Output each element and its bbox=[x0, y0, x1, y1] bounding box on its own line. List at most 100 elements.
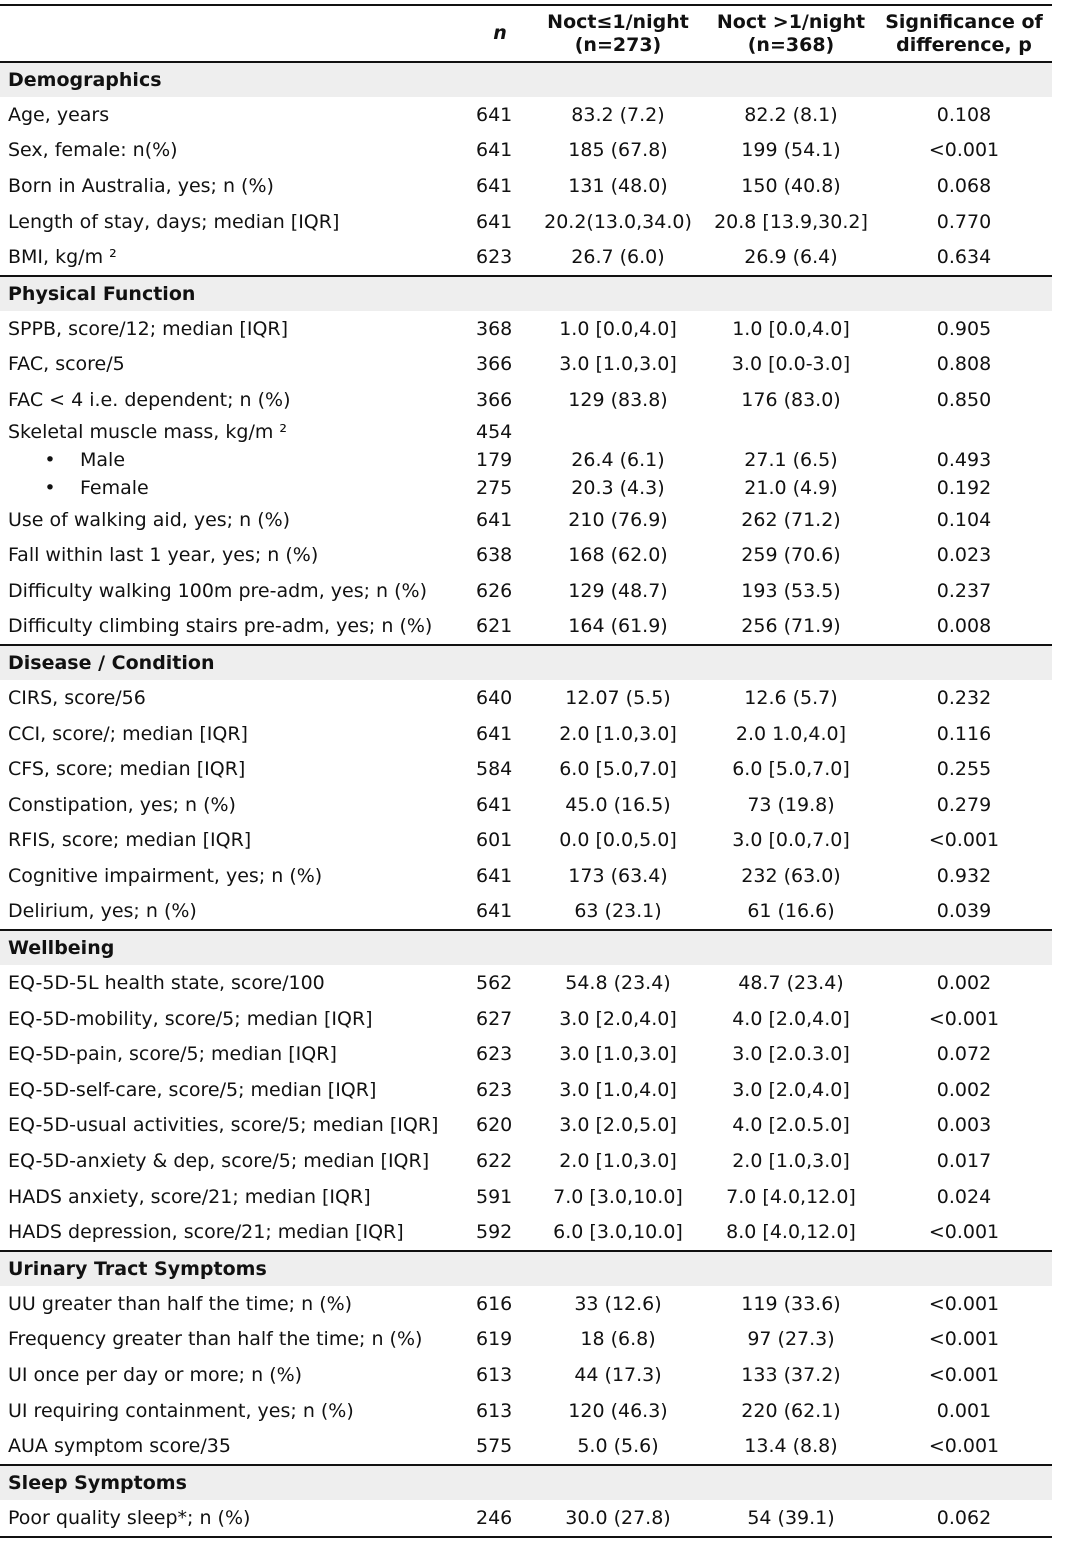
cell-noct-gt1: 119 (33.6) bbox=[741, 1292, 841, 1315]
table-row: EQ-5D-pain, score/5; median [IQR] 623 3.0 … bbox=[0, 1036, 1052, 1072]
cell-n: 613 bbox=[476, 1399, 513, 1422]
cell-noct-le1: 3.0 [2.0,4.0] bbox=[559, 1007, 677, 1030]
cell-noct-le1: 1.0 [0.0,4.0] bbox=[559, 317, 677, 340]
table-row: Difficulty climbing stairs pre-adm, yes;… bbox=[0, 609, 1052, 646]
cell-p-value bbox=[876, 418, 1052, 446]
cell-noct-le1: 164 (61.9) bbox=[568, 615, 668, 638]
cell-n: 641 bbox=[476, 722, 513, 745]
cell-p-value: 0.634 bbox=[936, 246, 992, 269]
cell-p-value: 0.002 bbox=[936, 972, 992, 995]
section-title: Physical Function bbox=[0, 274, 1052, 311]
cell-n: 616 bbox=[476, 1292, 513, 1315]
table-row: EQ-5D-self-care, score/5; median [IQR] 62… bbox=[0, 1072, 1052, 1108]
table-row: Born in Australia, yes; n (%) 641 131 (48.… bbox=[0, 168, 1052, 204]
cell-noct-gt1: 73 (19.8) bbox=[747, 793, 835, 816]
header-noct-le1-line2: (n=273) bbox=[574, 33, 662, 56]
row-label: Sex, female: n(%) bbox=[8, 139, 178, 162]
cell-noct-le1: 0.0 [0.0,5.0] bbox=[559, 829, 677, 852]
row-label: Female bbox=[80, 476, 149, 499]
cell-noct-le1: 7.0 [3.0,10.0] bbox=[553, 1185, 683, 1208]
row-label-cell: Use of walking aid, yes; n (%) bbox=[0, 502, 470, 538]
cell-n: 613 bbox=[476, 1364, 513, 1387]
table-row: UU greater than half the time; n (%) 616 3… bbox=[0, 1286, 1052, 1322]
row-label-cell: Poor quality sleep*; n (%) bbox=[0, 1500, 470, 1538]
cell-p-value: 0.068 bbox=[936, 174, 992, 197]
row-label: CCI, score/; median [IQR] bbox=[8, 722, 248, 745]
section-header: Urinary Tract Symptoms bbox=[0, 1250, 1052, 1287]
cell-noct-le1: 129 (48.7) bbox=[568, 579, 668, 602]
cell-n: 638 bbox=[476, 544, 513, 567]
row-label-cell: FAC, score/5 bbox=[0, 347, 470, 383]
cell-p-value: 0.493 bbox=[936, 448, 992, 471]
row-label-cell: UI once per day or more; n (%) bbox=[0, 1357, 470, 1393]
cell-noct-gt1: 12.6 (5.7) bbox=[744, 686, 838, 709]
cell-p-value: <0.001 bbox=[928, 1292, 1000, 1315]
cell-n: 621 bbox=[476, 615, 513, 638]
cell-noct-le1: 63 (23.1) bbox=[574, 900, 662, 923]
table-row: CFS, score; median [IQR] 584 6.0 [5.0,7.0]… bbox=[0, 751, 1052, 787]
table-body: Demographics Age, years 641 83.2 (7.2) 82.2 … bbox=[0, 62, 1052, 1538]
row-label: Age, years bbox=[8, 103, 110, 126]
row-label: HADS anxiety, score/21; median [IQR] bbox=[8, 1185, 371, 1208]
cell-noct-le1: 3.0 [1.0,3.0] bbox=[559, 353, 677, 376]
header-noct-le1: Noct≤1/night (n=273) bbox=[530, 5, 706, 62]
table-row: FAC < 4 i.e. dependent; n (%) 366 129 (83.… bbox=[0, 382, 1052, 418]
cell-noct-gt1: 26.9 (6.4) bbox=[744, 246, 838, 269]
cell-noct-le1: 6.0 [3.0,10.0] bbox=[553, 1221, 683, 1244]
cell-p-value: 0.017 bbox=[936, 1150, 992, 1173]
section-title: Wellbeing bbox=[0, 929, 1052, 966]
row-label: Cognitive impairment, yes; n (%) bbox=[8, 864, 323, 887]
row-label: Born in Australia, yes; n (%) bbox=[8, 174, 274, 197]
row-label: Use of walking aid, yes; n (%) bbox=[8, 508, 291, 531]
cell-n: 623 bbox=[476, 1078, 513, 1101]
table-container: n Noct≤1/night (n=273) Noct >1/night (n=… bbox=[0, 4, 1052, 1538]
row-label: AUA symptom score/35 bbox=[8, 1435, 231, 1458]
table-row: Difficulty walking 100m pre-adm, yes; n … bbox=[0, 573, 1052, 609]
cell-noct-gt1: 176 (83.0) bbox=[741, 388, 841, 411]
cell-p-value: 0.002 bbox=[936, 1078, 992, 1101]
cell-n: 641 bbox=[476, 900, 513, 923]
table-row: HADS anxiety, score/21; median [IQR] 591 7… bbox=[0, 1179, 1052, 1215]
cell-n: 601 bbox=[476, 829, 513, 852]
row-label: Length of stay, days; median [IQR] bbox=[8, 210, 340, 233]
row-label: EQ-5D-usual activities, score/5; median … bbox=[8, 1114, 439, 1137]
cell-noct-gt1: 1.0 [0.0,4.0] bbox=[732, 317, 850, 340]
cell-noct-gt1: 3.0 [2.0,4.0] bbox=[732, 1078, 850, 1101]
cell-p-value: <0.001 bbox=[928, 1328, 1000, 1351]
cell-noct-gt1: 6.0 [5.0,7.0] bbox=[732, 758, 850, 781]
cell-p-value: 0.192 bbox=[936, 476, 992, 499]
cell-noct-le1: 44 (17.3) bbox=[574, 1364, 662, 1387]
cell-n: 575 bbox=[476, 1435, 513, 1458]
cell-noct-gt1: 259 (70.6) bbox=[741, 544, 841, 567]
table-row: EQ-5D-mobility, score/5; median [IQR] 627… bbox=[0, 1001, 1052, 1037]
cell-noct-gt1: 133 (37.2) bbox=[741, 1364, 841, 1387]
cell-noct-gt1: 97 (27.3) bbox=[747, 1328, 835, 1351]
row-label-cell: AUA symptom score/35 bbox=[0, 1428, 470, 1465]
cell-p-value: 0.255 bbox=[936, 758, 992, 781]
header-noct-gt1-line2: (n=368) bbox=[747, 33, 835, 56]
row-label: HADS depression, score/21; median [IQR] bbox=[8, 1221, 404, 1244]
cell-p-value: 0.932 bbox=[936, 864, 992, 887]
row-label-cell: UU greater than half the time; n (%) bbox=[0, 1286, 470, 1322]
table-row: Delirium, yes; n (%) 641 63 (23.1) 61 (16.6… bbox=[0, 894, 1052, 931]
row-label-cell: SPPB, score/12; median [IQR] bbox=[0, 311, 470, 347]
nocturia-comparison-table: n Noct≤1/night (n=273) Noct >1/night (n=… bbox=[0, 4, 1052, 1538]
cell-noct-le1: 30.0 (27.8) bbox=[530, 1500, 706, 1538]
row-label: Fall within last 1 year, yes; n (%) bbox=[8, 544, 319, 567]
row-label-cell: CIRS, score/56 bbox=[0, 680, 470, 716]
row-label-cell: EQ-5D-usual activities, score/5; median … bbox=[0, 1108, 470, 1144]
table-row: CCI, score/; median [IQR] 641 2.0 [1.0,3.0… bbox=[0, 716, 1052, 752]
row-label-cell: UI requiring containment, yes; n (%) bbox=[0, 1393, 470, 1429]
table-header: n Noct≤1/night (n=273) Noct >1/night (n=… bbox=[0, 5, 1052, 62]
cell-noct-le1: 12.07 (5.5) bbox=[565, 686, 671, 709]
cell-n: 623 bbox=[476, 246, 513, 269]
cell-n: 591 bbox=[476, 1185, 513, 1208]
cell-noct-le1: 210 (76.9) bbox=[568, 508, 668, 531]
cell-p-value: 0.062 bbox=[876, 1500, 1052, 1538]
row-label-cell: • Male bbox=[0, 446, 470, 474]
row-label-cell: CCI, score/; median [IQR] bbox=[0, 716, 470, 752]
row-label: EQ-5D-mobility, score/5; median [IQR] bbox=[8, 1007, 373, 1030]
cell-noct-gt1: 82.2 (8.1) bbox=[744, 103, 838, 126]
cell-n: 626 bbox=[476, 579, 513, 602]
cell-n: 640 bbox=[476, 686, 513, 709]
